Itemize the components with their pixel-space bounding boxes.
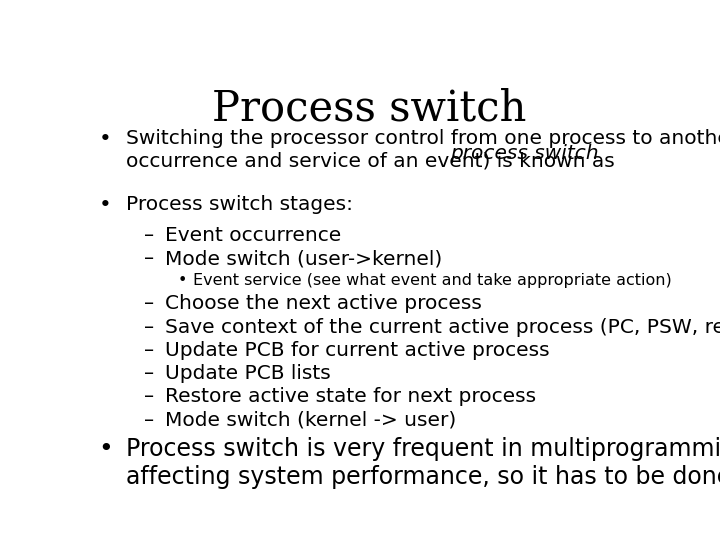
Text: Event service (see what event and take appropriate action): Event service (see what event and take a…: [193, 273, 672, 288]
Text: Process switch stages:: Process switch stages:: [126, 195, 354, 214]
Text: Process switch is very frequent in multiprogramming systems,
affecting system pe: Process switch is very frequent in multi…: [126, 437, 720, 489]
Text: •: •: [99, 129, 112, 149]
Text: Update PCB lists: Update PCB lists: [166, 364, 331, 383]
Text: Event occurrence: Event occurrence: [166, 226, 341, 245]
Text: –: –: [143, 364, 153, 383]
Text: •: •: [177, 273, 186, 288]
Text: Process switch: Process switch: [212, 87, 526, 130]
Text: Save context of the current active process (PC, PSW, registers, etc..): Save context of the current active proce…: [166, 318, 720, 336]
Text: –: –: [143, 411, 153, 430]
Text: Switching the processor control from one process to another (due to
occurrence a: Switching the processor control from one…: [126, 129, 720, 170]
Text: Mode switch (user->kernel): Mode switch (user->kernel): [166, 249, 443, 268]
Text: –: –: [143, 388, 153, 407]
Text: –: –: [143, 341, 153, 360]
Text: –: –: [143, 249, 153, 268]
Text: process switch: process switch: [450, 144, 598, 163]
Text: Update PCB for current active process: Update PCB for current active process: [166, 341, 550, 360]
Text: –: –: [143, 226, 153, 245]
Text: –: –: [143, 318, 153, 336]
Text: Choose the next active process: Choose the next active process: [166, 294, 482, 313]
Text: –: –: [143, 294, 153, 313]
Text: Restore active state for next process: Restore active state for next process: [166, 388, 536, 407]
Text: •: •: [98, 437, 113, 461]
Text: Mode switch (kernel -> user): Mode switch (kernel -> user): [166, 411, 456, 430]
Text: •: •: [99, 195, 112, 215]
